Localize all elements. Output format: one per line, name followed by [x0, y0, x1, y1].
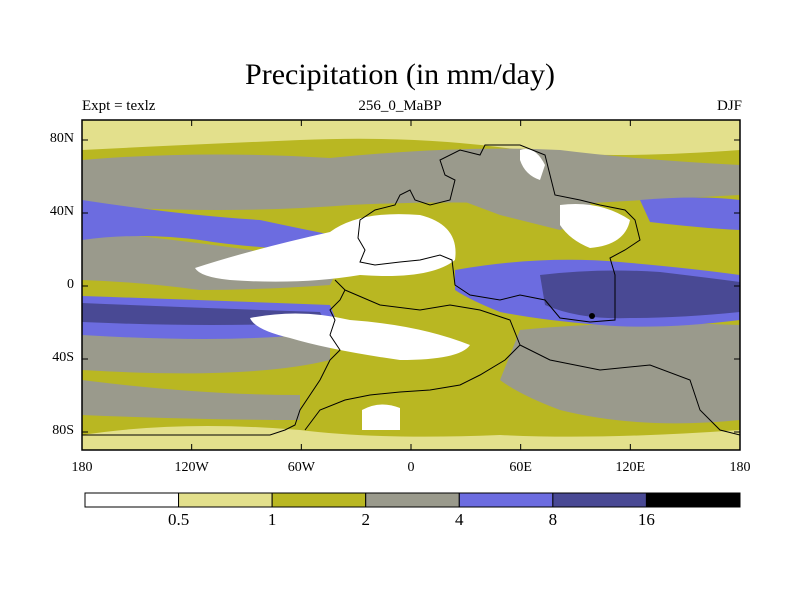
- x-tick-label: 60W: [287, 460, 315, 475]
- field-dry-asia: [560, 204, 630, 248]
- colorbar-label: 1: [267, 510, 277, 529]
- field-itcz-dark-east: [540, 270, 740, 319]
- y-tick-label: 40N: [49, 204, 74, 219]
- y-tick-label: 80S: [52, 423, 74, 438]
- y-tick-label: 40S: [52, 350, 74, 365]
- x-tick-label: 180: [729, 460, 751, 475]
- colorbar-swatch: [458, 492, 554, 508]
- colorbar-swatch: [271, 492, 367, 508]
- colorbar-label: 8: [548, 510, 558, 529]
- continent-outline: [82, 144, 740, 436]
- x-axis-ticks: [81, 120, 741, 450]
- field-max-spot: [589, 313, 595, 319]
- field-south-grey-west2: [82, 380, 300, 420]
- x-tick-label: 180: [71, 460, 93, 475]
- field-south-light: [82, 426, 740, 450]
- season-label: DJF: [716, 98, 742, 114]
- field-dry-south-pole: [362, 404, 400, 430]
- x-tick-label: 0: [407, 460, 415, 475]
- colorbar-label: 4: [455, 510, 464, 529]
- colorbar: [84, 492, 741, 508]
- colorbar-swatch: [178, 492, 273, 508]
- field-dry-south-atlantic: [250, 313, 470, 360]
- run-label: 256_0_MaBP: [358, 98, 442, 114]
- field-south-grey-east: [500, 323, 740, 424]
- experiment-label: Expt = texlz: [82, 98, 156, 114]
- x-tick-label: 120W: [174, 460, 209, 475]
- y-tick-label: 0: [67, 277, 74, 292]
- colorbar-swatch: [84, 492, 180, 508]
- colorbar-swatch: [552, 492, 647, 508]
- x-tick-label: 120E: [615, 460, 646, 475]
- field-dry-arctic: [520, 149, 545, 180]
- colorbar-label: 0.5: [167, 510, 190, 529]
- colorbar-label: 2: [361, 510, 370, 529]
- colorbar-swatch: [365, 492, 460, 508]
- y-tick-label: 80N: [49, 131, 74, 146]
- map-field: [82, 120, 740, 450]
- map-title: Precipitation (in mm/day): [245, 58, 555, 91]
- field-dry-north-atlantic: [195, 214, 456, 282]
- y-axis-ticks: [82, 139, 740, 433]
- field-north-blue: [82, 200, 360, 250]
- colorbar-label: 16: [637, 510, 655, 529]
- field-north-light: [82, 120, 740, 155]
- colorbar-swatch: [645, 492, 741, 508]
- x-tick-label: 60E: [509, 460, 532, 475]
- field-ne-blue: [640, 197, 740, 230]
